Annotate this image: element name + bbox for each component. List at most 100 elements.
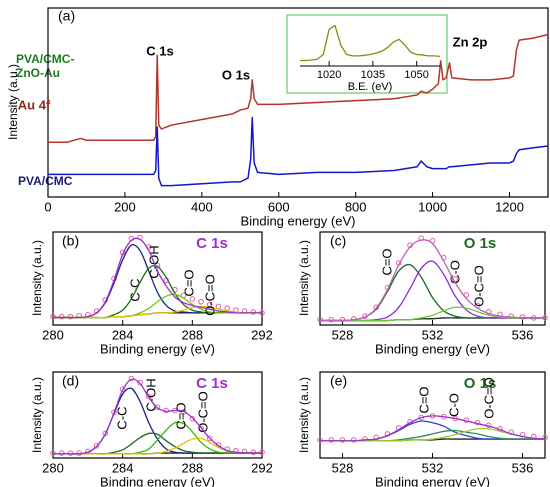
x-tick-label: 400 — [191, 199, 213, 214]
data-point — [224, 305, 230, 312]
panel-label: (a) — [58, 8, 75, 24]
x-tick-label: 528 — [332, 460, 354, 475]
x-tick-label: 200 — [114, 199, 136, 214]
x-tick-label: 284 — [112, 460, 134, 475]
spectrum-line — [53, 378, 262, 455]
annotation: Au 4f — [18, 97, 51, 112]
x-tick-label: 280 — [42, 327, 64, 342]
panel-title: O 1s — [464, 235, 497, 252]
x-tick-label: 288 — [181, 327, 203, 342]
data-point — [339, 437, 346, 443]
x-tick-label: 0 — [44, 199, 51, 214]
x-tick-label: 288 — [181, 460, 203, 475]
component-label: C-O — [446, 393, 461, 417]
x-tick-label: 532 — [422, 460, 444, 475]
annotation: O 1s — [222, 67, 250, 82]
x-tick-label: 800 — [345, 199, 367, 214]
data-point — [350, 437, 357, 443]
annotation: Zn 2p — [453, 34, 488, 49]
data-point — [250, 309, 257, 315]
x-axis-label: B.E. (eV) — [348, 81, 393, 93]
data-point — [67, 313, 74, 320]
component-label: C=O — [181, 269, 196, 296]
panel-title: C 1s — [196, 235, 228, 252]
spectrum-line — [53, 305, 262, 319]
x-tick-label: 280 — [42, 460, 64, 475]
panel-label: (b) — [62, 233, 79, 249]
y-axis-label: Intensity (a.u.) — [30, 240, 44, 316]
data-point — [67, 450, 74, 456]
series-label-box: PVA/CMC-ZnO-Au — [16, 52, 75, 80]
data-point — [58, 450, 65, 456]
component-label: O-C=O — [481, 377, 496, 419]
component-label: O-C=O — [202, 274, 217, 316]
data-point — [145, 393, 152, 400]
data-point — [519, 314, 526, 320]
axes-frame — [319, 371, 546, 459]
y-axis-label: Intensity (a.u.) — [6, 64, 20, 140]
data-point — [50, 450, 56, 456]
x-tick-label: 292 — [251, 460, 273, 475]
y-axis-label: Intensity (a.u.) — [297, 377, 311, 453]
x-tick-label: 528 — [332, 327, 354, 342]
axes-frame — [319, 231, 546, 326]
data-point — [137, 379, 143, 386]
panel-title: O 1s — [464, 375, 497, 392]
y-axis-label: Intensity (a.u.) — [297, 240, 311, 316]
spectrum-line — [300, 24, 441, 62]
y-axis-label: Intensity (a.u.) — [30, 377, 44, 453]
data-point — [102, 430, 109, 437]
x-tick-label: 536 — [512, 460, 534, 475]
x-tick-label: 1200 — [495, 199, 524, 214]
data-point — [154, 404, 161, 411]
data-point — [50, 313, 56, 320]
x-tick-label: 292 — [251, 327, 273, 342]
data-point — [206, 435, 213, 442]
x-axis-label: Binding energy (eV) — [375, 341, 490, 356]
x-tick-label: 1020 — [317, 69, 341, 81]
data-point — [76, 450, 82, 456]
axes-frame — [47, 7, 549, 198]
annotation: C 1s — [146, 43, 173, 58]
data-point — [93, 442, 100, 449]
data-point — [259, 449, 265, 456]
spectrum-line — [48, 116, 549, 187]
spectrum-line — [320, 260, 545, 322]
data-point — [328, 316, 335, 323]
x-tick-label: 536 — [512, 327, 534, 342]
data-point — [339, 316, 346, 323]
panel-title: C 1s — [196, 375, 228, 392]
x-axis-label: Binding energy (eV) — [100, 341, 215, 356]
data-point — [317, 316, 323, 323]
x-axis-label: Binding energy (eV) — [241, 213, 356, 228]
x-tick-label: 600 — [268, 199, 290, 214]
component-label: C=O — [173, 402, 188, 429]
spectrum-line — [320, 415, 546, 442]
data-point — [189, 415, 196, 422]
spectrum-line — [320, 239, 545, 322]
data-point — [189, 296, 196, 302]
spectrum-line — [53, 237, 262, 319]
x-axis-label: Binding energy (eV) — [375, 474, 490, 487]
x-tick-label: 1050 — [404, 69, 428, 81]
x-axis-label: Binding energy (eV) — [100, 474, 215, 487]
component-label: O-C=O — [471, 265, 486, 307]
panel-label: (d) — [62, 373, 79, 389]
series-label: PVA/CMC-ZnO-Au — [16, 52, 75, 80]
x-tick-label: 284 — [112, 327, 134, 342]
component-label: C-C — [114, 406, 129, 429]
component-label: C=O — [379, 248, 394, 275]
data-point — [317, 437, 323, 443]
x-tick-label: 1035 — [361, 69, 385, 81]
series-label: PVA/CMC — [18, 174, 73, 188]
inset-frame — [286, 14, 448, 94]
x-tick-label: 1000 — [418, 199, 447, 214]
panel-label: (c) — [330, 233, 346, 249]
data-point — [58, 313, 65, 320]
spectrum-line — [53, 293, 262, 319]
data-point — [328, 437, 335, 443]
axes-frame — [52, 371, 263, 459]
component-label: C-O — [447, 260, 462, 284]
